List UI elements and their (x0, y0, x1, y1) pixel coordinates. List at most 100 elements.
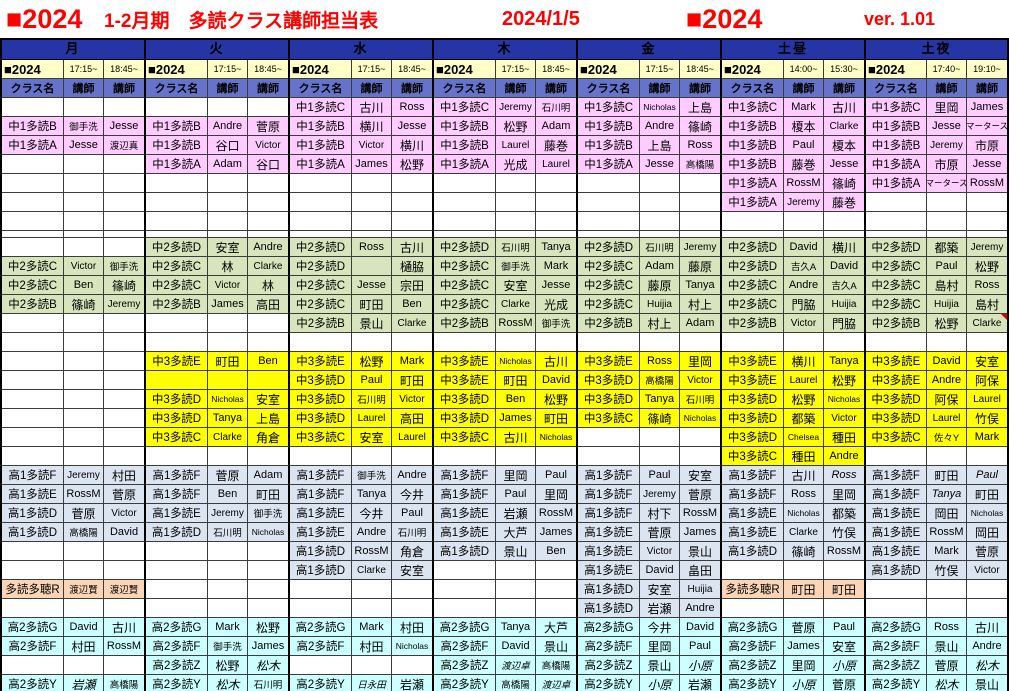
teacher-cell[interactable]: David (680, 618, 720, 637)
empty-cell[interactable] (784, 561, 824, 580)
teacher-cell[interactable]: Adam (640, 257, 680, 276)
class-cell[interactable]: 中2多読D (578, 238, 640, 257)
teacher-cell[interactable]: 菅原 (967, 542, 1007, 561)
empty-cell[interactable] (104, 238, 144, 257)
teacher-cell[interactable]: Andre (927, 371, 967, 390)
class-cell[interactable]: 中1多読B (578, 136, 640, 155)
teacher-cell[interactable]: 町田 (248, 485, 288, 504)
class-cell[interactable]: 中2多読D (290, 238, 352, 257)
class-cell[interactable]: 高1多読D (434, 542, 496, 561)
empty-cell[interactable] (866, 193, 927, 212)
empty-cell[interactable] (146, 599, 208, 618)
teacher-cell[interactable]: 景山 (967, 675, 1007, 691)
empty-cell[interactable] (824, 599, 864, 618)
class-cell[interactable]: 中1多読A (722, 193, 784, 212)
teacher-cell[interactable]: 村上 (680, 295, 720, 314)
teacher-cell[interactable]: Jesse (640, 155, 680, 174)
empty-cell[interactable] (927, 212, 967, 231)
teacher-cell[interactable]: 古川 (824, 98, 864, 117)
teacher-cell[interactable]: Andre (352, 523, 392, 542)
empty-cell[interactable] (2, 561, 64, 580)
teacher-cell[interactable]: Nicholas (824, 390, 864, 409)
teacher-cell[interactable]: Adam (536, 117, 576, 136)
empty-cell[interactable] (496, 580, 536, 599)
class-cell[interactable]: 高2多読Y (146, 675, 208, 691)
teacher-cell[interactable]: 町田 (784, 580, 824, 599)
teacher-cell[interactable]: Clarke (824, 117, 864, 136)
teacher-cell[interactable]: Victor (784, 314, 824, 333)
class-cell[interactable]: 高2多読F (146, 637, 208, 656)
teacher-cell[interactable]: 高橋陽 (680, 155, 720, 174)
class-cell[interactable]: 中1多読A (866, 155, 927, 174)
teacher-cell[interactable]: 門脇 (824, 314, 864, 333)
empty-cell[interactable] (208, 599, 248, 618)
teacher-cell[interactable]: Victor (248, 136, 288, 155)
teacher-cell[interactable]: 藤原 (680, 257, 720, 276)
class-cell[interactable]: 中2多読B (146, 295, 208, 314)
teacher-cell[interactable]: 横川 (392, 136, 432, 155)
empty-cell[interactable] (104, 447, 144, 466)
class-cell[interactable]: 中2多読B (578, 314, 640, 333)
empty-cell[interactable] (392, 580, 432, 599)
teacher-cell[interactable]: Mark (967, 428, 1007, 447)
empty-cell[interactable] (722, 599, 784, 618)
class-cell[interactable]: 中1多読B (866, 117, 927, 136)
empty-cell[interactable] (290, 599, 352, 618)
empty-cell[interactable] (104, 371, 144, 390)
empty-cell[interactable] (248, 212, 288, 231)
class-cell[interactable]: 中2多読C (434, 276, 496, 295)
class-cell[interactable]: 中2多読C (434, 295, 496, 314)
teacher-cell[interactable]: 御手洗 (104, 257, 144, 276)
teacher-cell[interactable]: 安室 (640, 580, 680, 599)
teacher-cell[interactable]: 古川 (352, 98, 392, 117)
teacher-cell[interactable]: 松野 (784, 390, 824, 409)
empty-cell[interactable] (640, 212, 680, 231)
teacher-cell[interactable]: 日永田 (352, 675, 392, 691)
teacher-cell[interactable]: 菅原 (208, 466, 248, 485)
empty-cell[interactable] (208, 174, 248, 193)
teacher-cell[interactable]: Paul (824, 618, 864, 637)
teacher-cell[interactable]: Andre (680, 599, 720, 618)
empty-cell[interactable] (208, 561, 248, 580)
class-cell[interactable]: 中3多読D (866, 409, 927, 428)
teacher-cell[interactable]: Paul (927, 257, 967, 276)
teacher-cell[interactable]: 島村 (967, 295, 1007, 314)
teacher-cell[interactable]: David (784, 238, 824, 257)
empty-cell[interactable] (640, 428, 680, 447)
empty-cell[interactable] (104, 314, 144, 333)
teacher-cell[interactable]: Ross (392, 98, 432, 117)
empty-cell[interactable] (578, 193, 640, 212)
class-cell[interactable]: 高1多読F (866, 466, 927, 485)
class-cell[interactable]: 中1多読B (434, 136, 496, 155)
teacher-cell[interactable]: 小原 (784, 675, 824, 691)
class-cell[interactable]: 中2多読B (2, 295, 64, 314)
class-cell[interactable]: 高2多読G (146, 618, 208, 637)
teacher-cell[interactable]: 小原 (824, 656, 864, 675)
teacher-cell[interactable]: 光成 (536, 295, 576, 314)
empty-cell[interactable] (104, 656, 144, 675)
teacher-cell[interactable]: Ross (352, 238, 392, 257)
teacher-cell[interactable]: 吉久A (784, 257, 824, 276)
empty-cell[interactable] (352, 580, 392, 599)
class-cell[interactable]: 中1多読A (866, 174, 927, 193)
teacher-cell[interactable]: 松野 (536, 390, 576, 409)
teacher-cell[interactable]: Jesse (64, 136, 104, 155)
teacher-cell[interactable]: Laurel (352, 409, 392, 428)
teacher-cell[interactable]: Ross (640, 352, 680, 371)
empty-cell[interactable] (578, 174, 640, 193)
class-cell[interactable]: 中1多読B (146, 117, 208, 136)
teacher-cell[interactable]: RossM (536, 504, 576, 523)
teacher-cell[interactable]: 村上 (640, 314, 680, 333)
teacher-cell[interactable]: Tanya (640, 390, 680, 409)
teacher-cell[interactable]: 安室 (208, 238, 248, 257)
teacher-cell[interactable]: 今井 (392, 485, 432, 504)
class-cell[interactable]: 中3多読E (434, 352, 496, 371)
teacher-cell[interactable]: Jeremy (784, 193, 824, 212)
teacher-cell[interactable]: David (64, 618, 104, 637)
class-cell[interactable]: 高1多読F (434, 466, 496, 485)
empty-cell[interactable] (104, 409, 144, 428)
teacher-cell[interactable]: 景山 (680, 542, 720, 561)
teacher-cell[interactable]: 町田 (536, 409, 576, 428)
empty-cell[interactable] (208, 542, 248, 561)
teacher-cell[interactable]: 石川明 (536, 98, 576, 117)
